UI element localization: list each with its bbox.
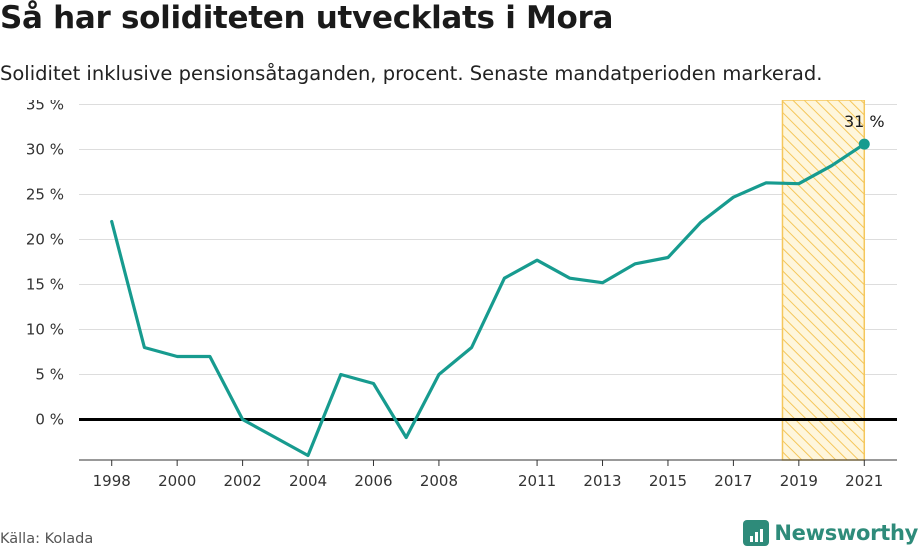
x-tick-label: 2004 [289,472,327,490]
x-tick-label: 1998 [93,472,131,490]
x-tick-label: 2000 [158,472,196,490]
x-tick-label: 2017 [714,472,752,490]
x-tick-label: 2002 [224,472,262,490]
x-tick-label: 2006 [354,472,392,490]
y-tick-label: 20 % [26,231,64,249]
y-axis: 0 % 5 % 10 % 15 % 20 % 25 % 30 % 35 % [26,100,64,429]
brand-name: Newsworthy [774,521,918,545]
grid-lines [79,104,897,375]
bar-chart-icon [743,520,770,546]
y-tick-label: 15 % [26,276,64,294]
x-tick-label: 2008 [420,472,458,490]
end-point [858,138,870,150]
chart-title: Så har soliditeten utvecklats i Mora [0,0,614,36]
x-tick-label: 2021 [845,472,883,490]
end-value-label: 31 % [844,112,885,131]
y-tick-label: 25 % [26,186,64,204]
x-tick-label: 2011 [518,472,556,490]
highlight-band [781,100,866,461]
y-tick-label: 0 % [35,411,64,429]
x-axis: 1998 2000 2002 2004 2006 2008 2011 2013 2015 2017… [79,459,897,490]
chart-subtitle: Soliditet inklusive pensionsåtaganden, p… [0,62,823,85]
y-tick-label: 10 % [26,321,64,339]
series-soliditet [110,142,866,458]
end-annotation: 31 % [844,112,885,150]
line-chart: 0 % 5 % 10 % 15 % 20 % 25 % 30 % 35 % 1998 2000 2… [26,100,897,490]
y-tick-label: 35 % [26,100,64,114]
series-line [110,142,866,458]
y-tick-label: 5 % [35,366,64,384]
brand-logo[interactable]: Newsworthy [743,520,918,546]
mandate-period-highlight [781,100,866,461]
x-tick-label: 2019 [780,472,818,490]
y-tick-label: 30 % [26,141,64,159]
x-tick-label: 2015 [649,472,687,490]
source-label: Källa: Kolada [0,531,94,547]
x-tick-label: 2013 [583,472,621,490]
